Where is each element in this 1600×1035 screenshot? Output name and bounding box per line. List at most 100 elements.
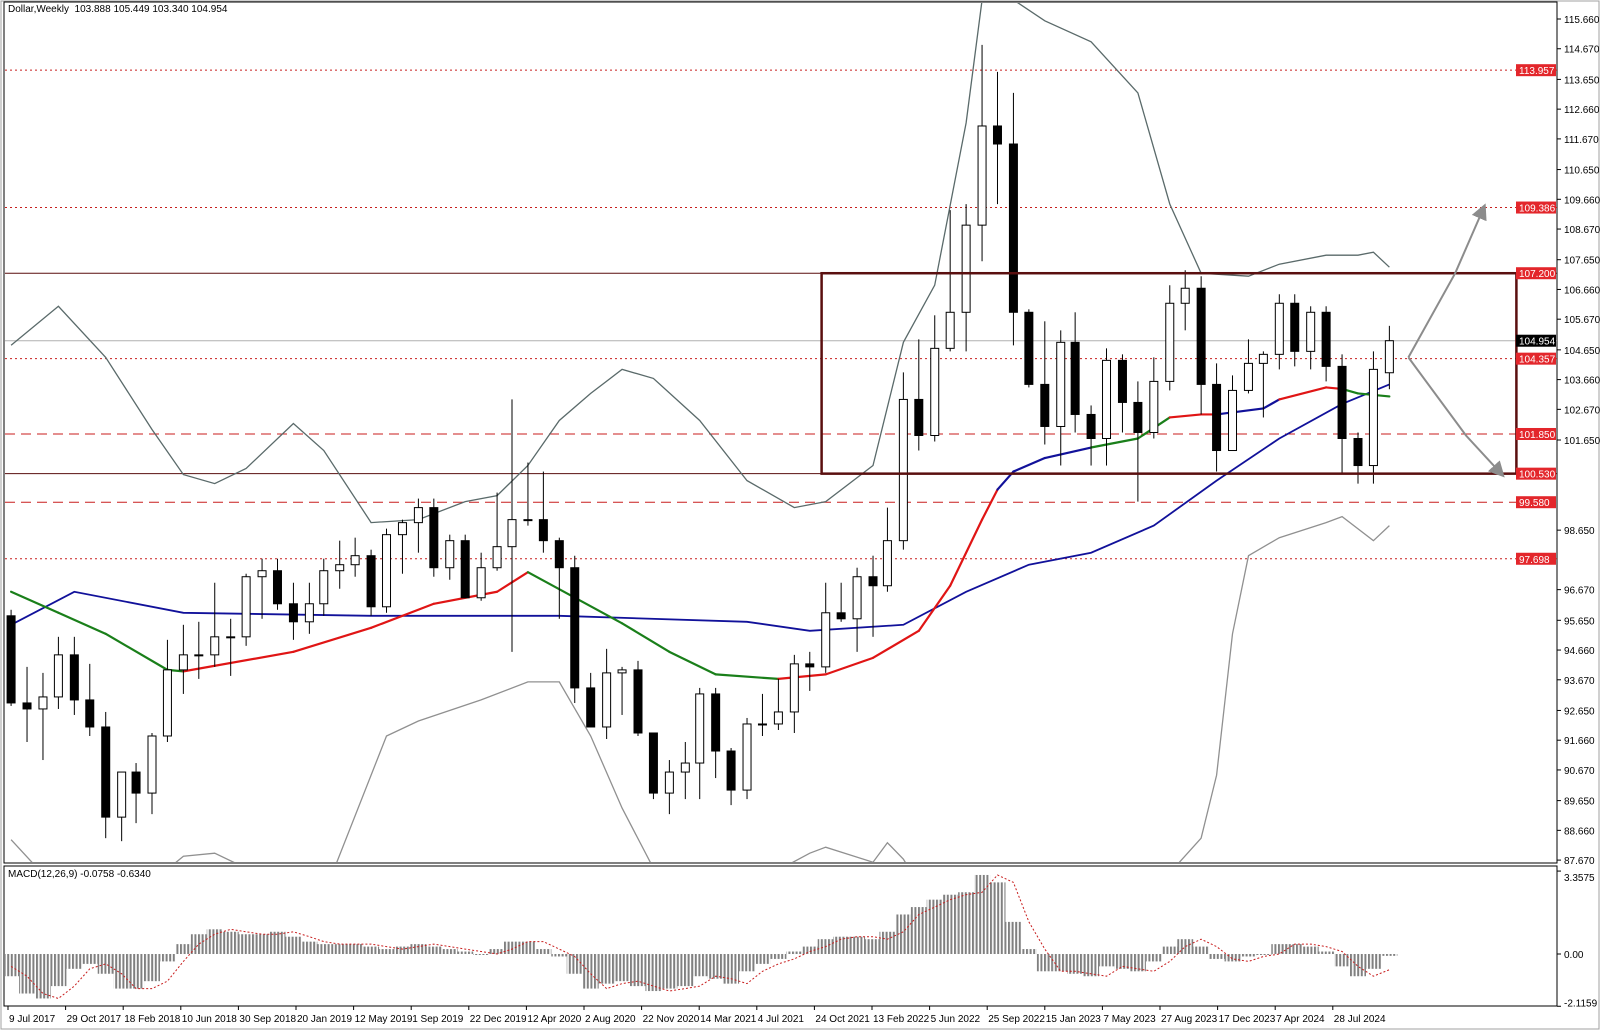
- macd-header: MACD(12,26,9) -0.0758 -0.6340: [8, 869, 151, 880]
- date-tick-label: 20 Jan 2019: [297, 1014, 352, 1025]
- candle-body: [1337, 365, 1347, 439]
- candle-body: [664, 771, 674, 794]
- date-tick-label: 7 May 2023: [1103, 1014, 1156, 1025]
- bullish-scenario-arrow: [1407, 203, 1487, 358]
- macd-histogram-bar: [519, 941, 536, 954]
- candle-body: [1056, 341, 1066, 427]
- macd-histogram-bar: [1052, 954, 1069, 972]
- moving-average-segment: [369, 602, 435, 629]
- candle-body: [1274, 302, 1284, 355]
- date-tick-label: 22 Nov 2020: [643, 1014, 700, 1025]
- macd-histogram-bar: [865, 939, 882, 954]
- macd-histogram-bar: [1224, 954, 1241, 962]
- macd-histogram-bar: [1129, 954, 1146, 972]
- candle-body: [366, 555, 376, 608]
- date-tick-label: 12 Apr 2020: [527, 1014, 581, 1025]
- macd-histogram-bar: [926, 899, 943, 954]
- moving-average-segment: [57, 611, 107, 635]
- level-label-bg: [1516, 427, 1556, 440]
- macd-histogram-bar: [739, 954, 756, 972]
- macd-histogram-bar: [50, 954, 67, 987]
- candle-body: [194, 654, 204, 657]
- date-tick-label: 10 Jun 2018: [182, 1014, 237, 1025]
- date-tick-label: 14 Mar 2021: [700, 1014, 757, 1025]
- macd-tick-label: -2.1159: [1564, 998, 1598, 1009]
- macd-histogram-bar: [645, 954, 662, 992]
- macd-histogram-bar: [1036, 954, 1053, 972]
- price-tick-label: 91.660: [1564, 736, 1595, 747]
- candle-body: [930, 347, 940, 436]
- macd-histogram-bar: [97, 954, 114, 974]
- candle-body: [382, 534, 392, 608]
- date-tick-label: 17 Dec 2023: [1219, 1014, 1276, 1025]
- date-tick-label: 22 Dec 2019: [470, 1014, 527, 1025]
- moving-average-segment: [1278, 386, 1328, 401]
- candle-body: [335, 564, 345, 572]
- macd-histogram-bar: [206, 929, 223, 954]
- candle-body: [350, 555, 360, 566]
- moving-average-segment: [1168, 413, 1203, 419]
- date-tick-label: 29 Oct 2017: [67, 1014, 122, 1025]
- price-tick-label: 101.650: [1564, 436, 1600, 447]
- candle-body: [1228, 389, 1238, 452]
- macd-histogram-bar: [989, 882, 1006, 954]
- price-tick-label: 94.660: [1564, 646, 1595, 657]
- date-tick-label: 4 Jul 2021: [758, 1014, 805, 1025]
- moving-average-segment: [980, 488, 999, 521]
- candle-body: [117, 771, 127, 818]
- macd-histogram-bar: [81, 954, 98, 964]
- date-tick-label: 5 Jun 2022: [931, 1014, 981, 1025]
- ohlc-readout: 103.888 105.449 103.340 104.954: [74, 4, 228, 15]
- macd-histogram-bar: [66, 954, 83, 969]
- candle-body: [1024, 311, 1034, 385]
- macd-histogram-bar: [331, 944, 348, 954]
- candle-body: [319, 570, 329, 605]
- candle-body: [633, 669, 643, 734]
- macd-histogram-bar: [1255, 954, 1272, 955]
- moving-average-segment: [495, 571, 530, 593]
- candle-body: [131, 771, 141, 794]
- level-label: 101.850: [1519, 430, 1556, 441]
- candle-body: [554, 540, 564, 569]
- bollinger-lower-band: [10, 515, 1390, 862]
- macd-histogram-bar: [661, 954, 678, 989]
- macd-histogram-bar: [974, 874, 991, 954]
- macd-histogram-bar: [1083, 954, 1100, 977]
- candle-body: [757, 723, 767, 726]
- macd-histogram-bar: [473, 954, 490, 955]
- level-label: 99.580: [1519, 498, 1550, 509]
- candle-body: [695, 693, 705, 764]
- price-tick-label: 108.670: [1564, 225, 1600, 236]
- candle-body: [1258, 353, 1268, 364]
- date-tick-label: 18 Feb 2018: [124, 1014, 181, 1025]
- moving-average-segment: [824, 656, 875, 676]
- candle-body: [898, 398, 908, 542]
- macd-histogram-bar: [1177, 939, 1194, 954]
- price-tick-label: 106.660: [1564, 285, 1600, 296]
- macd-histogram-bar: [504, 941, 520, 954]
- candle-body: [789, 663, 799, 713]
- level-label: 109.386: [1519, 204, 1556, 215]
- macd-histogram-bar: [410, 944, 427, 954]
- date-tick-label: 13 Feb 2022: [873, 1014, 930, 1025]
- macd-histogram-bar: [1020, 949, 1037, 954]
- date-tick-label: 25 Sep 2022: [988, 1014, 1045, 1025]
- level-label-bg: [1516, 267, 1556, 280]
- candle-body: [648, 732, 658, 794]
- candle-body: [538, 519, 548, 542]
- macd-histogram-bar: [34, 954, 51, 999]
- level-label-bg: [1516, 64, 1556, 77]
- moving-average-segment: [871, 629, 920, 659]
- macd-plot: [5, 874, 1398, 1000]
- main-panel: [3, 1, 1558, 864]
- candle-body: [429, 507, 439, 569]
- candle-body: [476, 567, 486, 599]
- price-tick-label: 92.650: [1564, 706, 1595, 717]
- macd-histogram-bar: [786, 951, 803, 954]
- price-axis: 115.660 114.670 113.650 112.660 111.670 110.6…: [1557, 15, 1600, 867]
- price-tick-label: 88.660: [1564, 826, 1595, 837]
- price-tick-label: 98.650: [1564, 526, 1595, 537]
- price-tick-label: 89.650: [1564, 797, 1595, 808]
- macd-histogram-bar: [1365, 954, 1382, 969]
